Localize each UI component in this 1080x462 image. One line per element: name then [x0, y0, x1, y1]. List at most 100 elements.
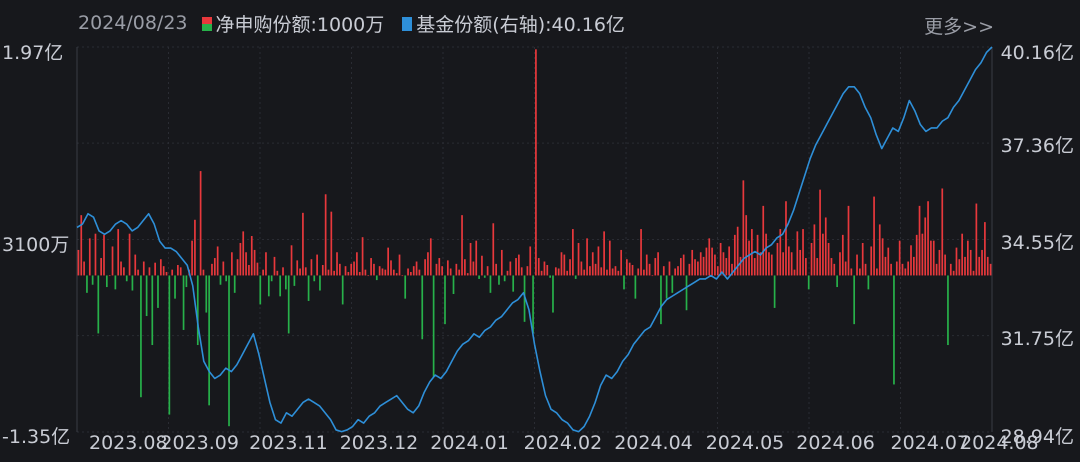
net-subscription-bar — [776, 242, 779, 276]
net-subscription-bar — [370, 258, 372, 276]
net-subscription-bar — [816, 258, 819, 276]
left-axis-tick-label: -1.35亿 — [2, 426, 71, 448]
net-subscription-bar — [901, 263, 904, 276]
net-subscription-bar — [549, 275, 551, 278]
net-subscription-bar — [279, 275, 282, 297]
net-subscription-bar — [836, 275, 838, 288]
net-subscription-bar — [429, 238, 432, 276]
net-subscription-bar — [691, 249, 694, 276]
net-subscription-bar — [984, 222, 986, 276]
net-subscription-bar — [384, 269, 387, 276]
net-subscription-bar — [515, 258, 517, 276]
x-axis-tick-label: 2024.02 — [523, 432, 603, 454]
net-subscription-bar — [856, 254, 858, 276]
net-subscription-bar — [202, 269, 205, 276]
net-subscription-bar — [103, 234, 105, 276]
net-subscription-bar — [685, 275, 688, 311]
net-subscription-bar — [353, 261, 355, 276]
net-subscription-bar — [282, 267, 284, 276]
net-subscription-bar — [228, 275, 230, 427]
net-subscription-bar — [790, 252, 793, 276]
net-subscription-bar — [762, 205, 765, 276]
fund-share-polyline — [76, 46, 993, 433]
net-subscription-bar — [475, 240, 478, 276]
net-subscription-bar — [665, 275, 668, 299]
net-subscription-bar — [140, 275, 142, 398]
net-subscription-bar — [105, 275, 108, 288]
net-subscription-bar — [117, 229, 120, 276]
net-subscription-bar — [662, 266, 665, 276]
net-subscription-bar — [989, 263, 992, 276]
net-subscription-bar — [199, 171, 202, 276]
net-subscription-bar — [694, 259, 696, 276]
net-subscription-bar — [822, 233, 824, 276]
net-subscription-bar — [313, 275, 316, 282]
net-subscription-bar — [401, 275, 404, 277]
net-subscription-bar — [142, 261, 145, 276]
net-subscription-bar — [526, 266, 529, 276]
net-subscription-bar — [870, 246, 873, 276]
net-subscription-bar — [259, 275, 262, 305]
net-subscription-bar — [824, 217, 827, 276]
net-subscription-bar — [853, 275, 856, 325]
net-subscription-bar — [975, 203, 978, 276]
net-subscription-bar — [918, 205, 921, 276]
net-subscription-bar — [154, 262, 156, 276]
net-subscription-bar — [626, 259, 628, 276]
net-subscription-bar — [805, 258, 807, 276]
x-axis-tick-label: 2024.01 — [430, 432, 509, 454]
net-subscription-bar — [111, 246, 114, 276]
net-subscription-bar — [873, 196, 875, 276]
net-subscription-bar — [94, 233, 97, 276]
net-subscription-bar — [728, 246, 730, 276]
net-subscription-bar — [151, 275, 154, 346]
net-subscription-bar — [915, 234, 918, 276]
net-subscription-bar — [441, 266, 443, 276]
net-subscription-bar — [211, 263, 213, 276]
net-subscription-bar — [415, 261, 418, 276]
net-subscription-bar — [131, 275, 134, 291]
more-link[interactable]: 更多>> — [924, 16, 994, 38]
net-subscription-bar — [537, 258, 540, 276]
net-subscription-bar — [520, 267, 523, 276]
net-subscription-bar — [881, 238, 884, 276]
net-subscription-bar — [287, 275, 290, 334]
net-subscription-bar — [182, 275, 185, 330]
net-subscription-bar — [682, 254, 685, 276]
net-subscription-bars — [77, 49, 992, 427]
net-subscription-bar — [753, 258, 756, 276]
net-subscription-bar — [637, 268, 640, 276]
net-subscription-bar — [944, 254, 946, 276]
net-subscription-bar — [978, 256, 981, 276]
legend-net-subscription: 净申购份额:1000万 — [215, 13, 385, 36]
net-subscription-bar — [839, 252, 841, 276]
net-subscription-bar — [688, 263, 691, 276]
net-subscription-bar — [478, 275, 480, 279]
net-subscription-bar — [97, 275, 100, 334]
net-subscription-bar — [546, 265, 549, 276]
net-subscription-bar — [276, 270, 279, 276]
net-subscription-bar — [398, 254, 401, 276]
net-subscription-bar — [955, 247, 958, 276]
net-subscription-bar — [458, 269, 461, 276]
net-subscription-bar — [273, 256, 276, 276]
net-subscription-bar — [589, 266, 591, 276]
right-axis-tick-label: 37.36亿 — [1000, 135, 1074, 158]
x-axis-tick-label: 2023.09 — [160, 432, 239, 454]
net-subscription-bar — [910, 245, 912, 276]
net-subscription-bar — [890, 263, 892, 276]
net-subscription-bar — [91, 275, 94, 285]
net-subscription-bar — [677, 266, 679, 276]
net-subscription-bar — [466, 273, 469, 276]
net-subscription-bar — [373, 263, 375, 276]
net-subscription-bar — [375, 275, 378, 281]
net-subscription-bar — [503, 275, 506, 282]
net-subscription-bar — [898, 240, 901, 276]
net-subscription-bar — [725, 258, 728, 276]
net-subscription-bar — [674, 268, 677, 276]
net-subscription-bar — [446, 260, 449, 276]
net-subscription-bar — [512, 275, 515, 292]
net-subscription-bar — [591, 252, 594, 276]
net-subscription-bar — [100, 258, 102, 276]
net-subscription-bar — [523, 275, 526, 322]
